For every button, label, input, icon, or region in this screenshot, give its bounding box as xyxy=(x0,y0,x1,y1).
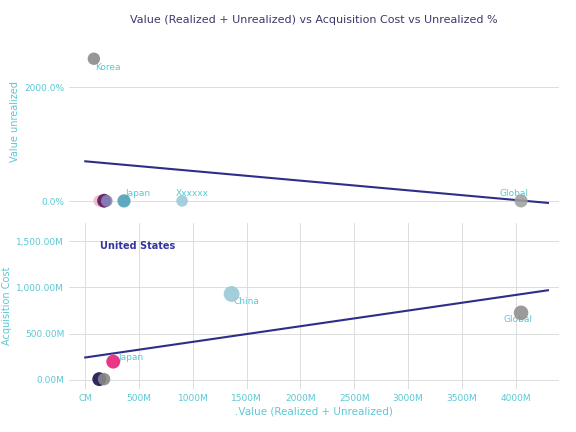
Point xyxy=(94,197,104,204)
Title: Value (Realized + Unrealized) vs Acquisition Cost vs Unrealized %: Value (Realized + Unrealized) vs Acquisi… xyxy=(130,15,498,25)
Point xyxy=(94,376,104,383)
X-axis label: .Value (Realized + Unrealized): .Value (Realized + Unrealized) xyxy=(235,407,393,417)
Point xyxy=(227,290,236,297)
Point xyxy=(517,197,526,204)
Point xyxy=(177,197,187,204)
Text: Korea: Korea xyxy=(95,63,120,72)
Text: Global: Global xyxy=(499,189,529,198)
Text: Japan: Japan xyxy=(126,189,151,198)
Text: Japan: Japan xyxy=(119,353,144,362)
Point xyxy=(119,197,128,204)
Text: United States: United States xyxy=(100,241,176,251)
Text: Xxxxxx: Xxxxxx xyxy=(176,189,209,198)
Point xyxy=(89,55,98,62)
Point xyxy=(109,358,118,365)
Y-axis label: Acquisition Cost: Acquisition Cost xyxy=(2,267,12,345)
Point xyxy=(517,309,526,316)
Y-axis label: Value unrealized: Value unrealized xyxy=(10,81,20,162)
Point xyxy=(102,197,111,204)
Text: China: China xyxy=(233,297,259,306)
Point xyxy=(100,197,109,204)
Point xyxy=(100,376,109,383)
Text: Global: Global xyxy=(504,315,533,324)
